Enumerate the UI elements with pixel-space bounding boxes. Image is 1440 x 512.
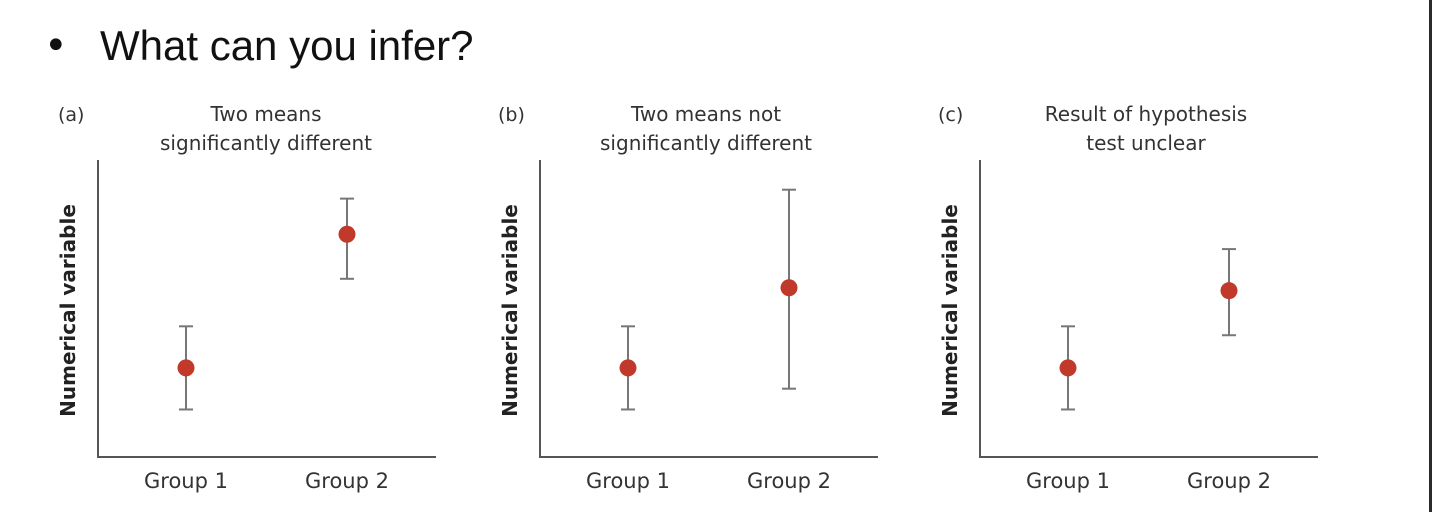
chart-panel-1: (a) Two means significantly different Numer… [56, 102, 436, 493]
panel-letter: (c) [938, 104, 963, 126]
x-tick-label: Group 2 [747, 469, 831, 493]
panel-title-line: Two means [210, 102, 322, 126]
x-tick-label: Group 1 [586, 469, 670, 493]
y-axis-label: Numerical variable [938, 204, 962, 417]
chart-axes [539, 160, 878, 458]
y-axis-label: Numerical variable [498, 204, 522, 417]
mean-point [1220, 282, 1238, 300]
chart-panel-2: (b) Two means not significantly different N… [498, 102, 878, 493]
x-tick-label: Group 1 [1026, 469, 1110, 493]
mean-point [177, 359, 195, 377]
x-tick-label: Group 2 [1187, 469, 1271, 493]
panel-title-line: significantly different [160, 131, 372, 155]
panel-title-line: Result of hypothesis [1045, 102, 1247, 126]
panel-title-line: test unclear [1086, 131, 1206, 155]
panel-title-line: Two means not [630, 102, 781, 126]
x-tick-label: Group 2 [305, 469, 389, 493]
mean-point [1059, 359, 1077, 377]
y-axis-label: Numerical variable [56, 204, 80, 417]
mean-point [780, 279, 798, 297]
panel-letter: (b) [498, 104, 525, 126]
slide-right-border [1429, 0, 1432, 512]
mean-point [338, 225, 356, 243]
panel-title-line: significantly different [600, 131, 812, 155]
mean-point [619, 359, 637, 377]
chart-axes [979, 160, 1318, 458]
slide-heading: What can you infer? [100, 22, 474, 69]
bullet-point: • [44, 23, 68, 69]
x-tick-label: Group 1 [144, 469, 228, 493]
chart-axes [97, 160, 436, 458]
panel-letter: (a) [58, 104, 84, 126]
chart-panel-3: (c) Result of hypothesis test unclear Numer… [938, 102, 1318, 493]
